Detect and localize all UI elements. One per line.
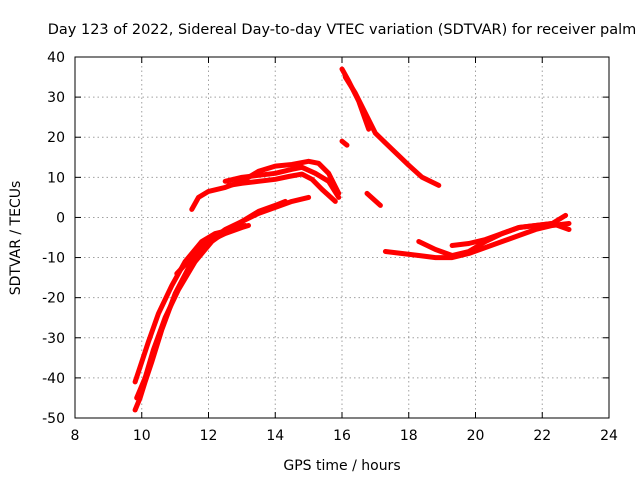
x-tick-label: 8 [71, 428, 80, 444]
y-tick-label: -20 [42, 291, 65, 307]
x-tick-label: 12 [200, 428, 218, 444]
y-tick-label: -50 [42, 411, 65, 427]
y-axis-title: SDTVAR / TECUs [8, 181, 24, 296]
x-tick-label: 18 [400, 428, 418, 444]
series-arc-12 [382, 221, 572, 261]
y-tick-label: 0 [56, 210, 65, 226]
series-arc-6 [222, 164, 342, 200]
y-tick-label: -10 [42, 251, 65, 267]
y-tick-label: -40 [42, 371, 65, 387]
series-arc-7 [226, 171, 338, 204]
series-group [132, 66, 572, 413]
x-tick-label: 14 [266, 428, 284, 444]
y-tick-label: 20 [47, 130, 65, 146]
series-arc-10 [339, 138, 350, 148]
y-tick-label: 10 [47, 170, 65, 186]
x-tick-label: 10 [133, 428, 151, 444]
x-tick-label: 24 [600, 428, 618, 444]
series-arc-3 [134, 198, 288, 401]
ticks: 8 10 12 14 16 18 20 22 24 40 30 20 10 0 -10 -20 -30 -40 -5… [42, 50, 618, 444]
series-arc-5 [189, 158, 342, 212]
series-arc-11 [364, 190, 383, 208]
x-axis-title: GPS time / hours [283, 458, 400, 474]
series-arc-4 [174, 194, 312, 277]
x-tick-label: 20 [467, 428, 485, 444]
y-tick-label: 40 [47, 50, 65, 66]
series-arc-9 [342, 74, 442, 188]
y-tick-label: -30 [42, 331, 65, 347]
grid [75, 57, 609, 418]
x-tick-label: 22 [533, 428, 551, 444]
x-tick-label: 16 [333, 428, 351, 444]
chart-title: Day 123 of 2022, Sidereal Day-to-day VTE… [48, 22, 637, 38]
y-tick-label: 30 [47, 90, 65, 106]
series-arc-14 [449, 212, 569, 248]
